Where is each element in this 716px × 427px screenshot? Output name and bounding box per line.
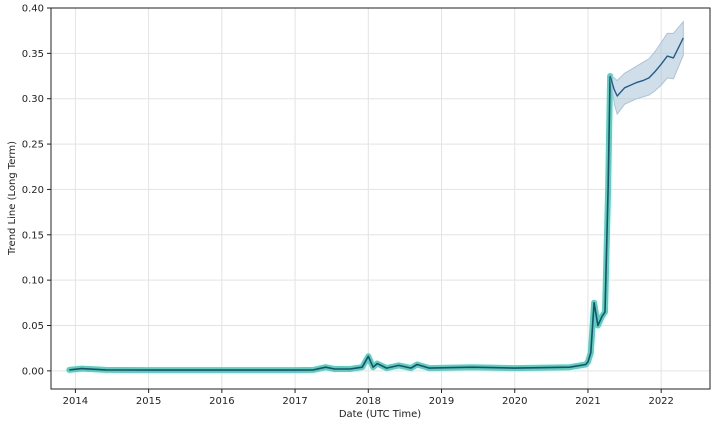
x-tick-label: 2018 xyxy=(356,396,381,407)
y-tick-label: 0.15 xyxy=(22,230,44,241)
x-tick-label: 2017 xyxy=(282,396,307,407)
forecast-line xyxy=(609,37,684,97)
y-tick-label: 0.10 xyxy=(22,276,44,287)
y-tick-label: 0.20 xyxy=(22,185,44,196)
x-tick-label: 2019 xyxy=(429,396,454,407)
x-tick-label: 2022 xyxy=(648,396,673,407)
y-tick-label: 0.25 xyxy=(22,140,44,151)
history-line xyxy=(69,75,611,371)
y-tick-label: 0.00 xyxy=(22,366,44,377)
y-tick-label: 0.05 xyxy=(22,321,44,332)
plot-background xyxy=(51,8,710,389)
x-tick-label: 2020 xyxy=(502,396,527,407)
x-tick-label: 2015 xyxy=(136,396,161,407)
plot-frame xyxy=(50,7,711,390)
y-tick-label: 0.40 xyxy=(22,4,44,15)
y-tick-label: 0.30 xyxy=(22,94,44,105)
axis-layer: 2014 2015 2016 2017 2018 2019 2020 2021 2022 0.00… xyxy=(22,4,674,408)
x-tick-label: 2021 xyxy=(575,396,600,407)
x-axis-label: Date (UTC Time) xyxy=(339,409,421,420)
x-tick-label: 2016 xyxy=(209,396,234,407)
y-tick-label: 0.35 xyxy=(22,49,44,60)
y-axis-label: Trend Line (Long Term) xyxy=(7,141,18,256)
series-layer xyxy=(66,20,684,374)
x-tick-label: 2014 xyxy=(63,396,88,407)
